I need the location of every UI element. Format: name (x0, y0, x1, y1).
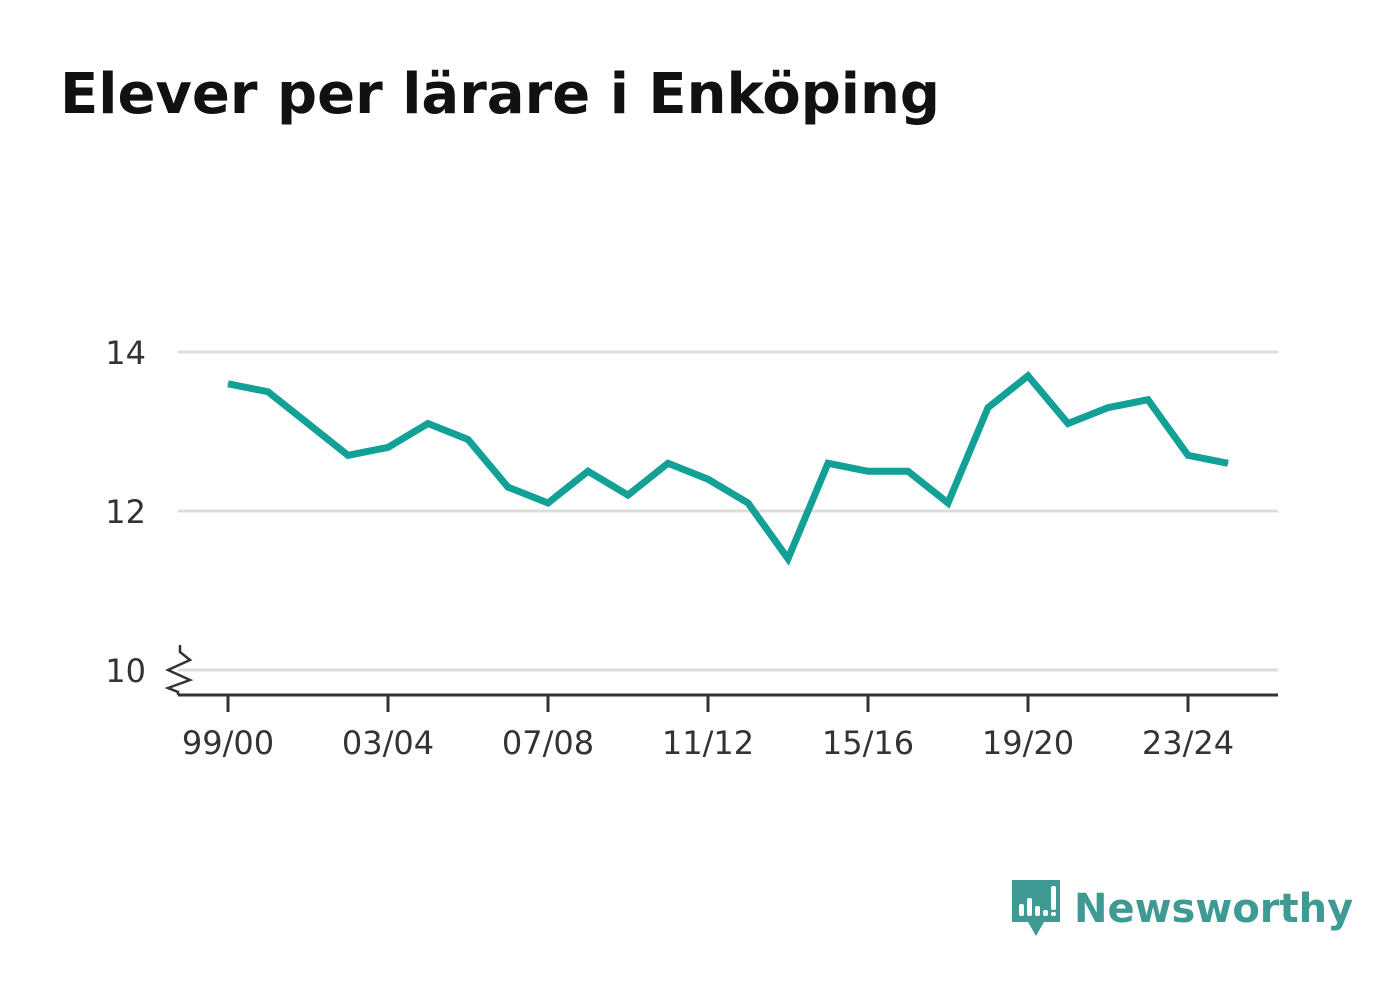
x-tick-label: 99/00 (182, 724, 274, 762)
data-point (987, 407, 989, 409)
data-point (507, 486, 509, 488)
data-point (347, 454, 349, 456)
x-tick-label: 15/16 (822, 724, 914, 762)
brand-name: Newsworthy (1074, 886, 1354, 932)
data-point (387, 446, 389, 448)
data-point (1027, 375, 1029, 377)
y-tick-label: 14 (105, 334, 146, 372)
data-point (667, 462, 669, 464)
data-point (827, 462, 829, 464)
data-point (427, 423, 429, 425)
data-point (787, 558, 789, 560)
data-point (627, 494, 629, 496)
y-axis-ticks: 10 12 14 (105, 334, 146, 690)
data-point (707, 478, 709, 480)
series-line (227, 370, 1229, 566)
y-axis-break-icon (164, 645, 194, 695)
data-point (947, 502, 949, 504)
x-tick-label: 23/24 (1142, 724, 1234, 762)
brand: Newsworthy (1010, 878, 1353, 940)
data-point (1147, 399, 1149, 401)
series-layer (227, 370, 1229, 566)
grid-lines (178, 350, 1278, 672)
data-point (1067, 423, 1069, 425)
x-tick-label: 03/04 (342, 724, 434, 762)
data-point (1227, 462, 1229, 464)
y-tick-label: 10 (105, 652, 146, 690)
data-point (227, 383, 229, 385)
data-point (1187, 454, 1189, 456)
data-point (1107, 407, 1109, 409)
y-tick-label: 12 (105, 493, 146, 531)
data-point (747, 502, 749, 504)
data-point (307, 423, 309, 425)
x-axis-ticks: 99/00 03/04 07/08 11/12 15/16 19/20 23/24 (182, 695, 1234, 762)
data-point (547, 502, 549, 504)
data-point (267, 391, 269, 393)
data-point (907, 470, 909, 472)
x-tick-label: 19/20 (982, 724, 1074, 762)
data-point (467, 438, 469, 440)
chart-title: Elever per lärare i Enköping (60, 62, 940, 127)
newsworthy-logo-icon (1012, 880, 1060, 936)
data-point (587, 470, 589, 472)
x-tick-label: 07/08 (502, 724, 594, 762)
data-point (867, 470, 869, 472)
x-tick-label: 11/12 (662, 724, 754, 762)
